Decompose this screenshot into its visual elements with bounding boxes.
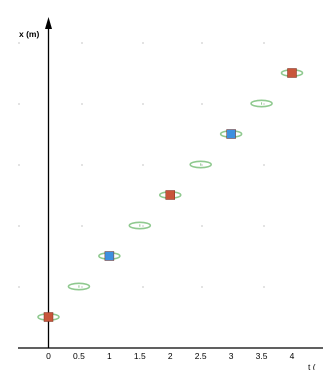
x-tick-label: 3.5 [256,351,268,361]
grid-dot [201,42,203,44]
ellipse-marker [67,282,91,291]
grid-dot [81,164,83,166]
grid-dot [201,164,203,166]
grid-dot [142,286,144,288]
grid-dot [18,225,20,227]
grid-dot [18,103,20,105]
grid-dot [142,225,144,227]
grid-dot [81,103,83,105]
x-tick-label: 3 [229,351,234,361]
ellipse-marker [250,99,273,108]
grid-dot [201,286,203,288]
markers [37,68,304,322]
grid-dot [201,103,203,105]
x-tick-label: 4 [290,351,295,361]
y-axis-label: x (m) [19,29,39,39]
ellipse-marker [189,160,212,169]
grid-dot [142,164,144,166]
x-tick-label: 0 [46,351,51,361]
x-axis-label: t ( [308,362,316,370]
grid-dot [142,42,144,44]
y-axis-arrowhead [45,17,52,29]
x-tick-label: 1 [107,351,112,361]
x-ticks: 0 0.5 1 1.5 2 2.5 3 3.5 4 [46,351,295,361]
grid-dot [18,286,20,288]
grid-dots [18,42,265,288]
square-marker [104,251,115,261]
square-marker [165,190,175,200]
grid-dot [263,286,265,288]
square-marker [43,312,54,322]
grid-dot [142,103,144,105]
grid-dot [263,164,265,166]
x-tick-label: 2.5 [195,351,207,361]
grid-dot [263,103,265,105]
grid-dot [18,164,20,166]
x-tick-label: 1.5 [134,351,146,361]
grid-dot [263,42,265,44]
axes: x (m) t ( [18,17,323,370]
ellipse-marker [128,221,152,230]
grid-dot [81,225,83,227]
grid-dot [201,225,203,227]
grid-dot [81,286,83,288]
x-tick-label: 2 [168,351,173,361]
grid-dot [263,225,265,227]
grid-dot [18,42,20,44]
square-marker [287,68,297,78]
square-marker [226,129,236,139]
x-tick-label: 0.5 [73,351,85,361]
grid-dot [81,42,83,44]
